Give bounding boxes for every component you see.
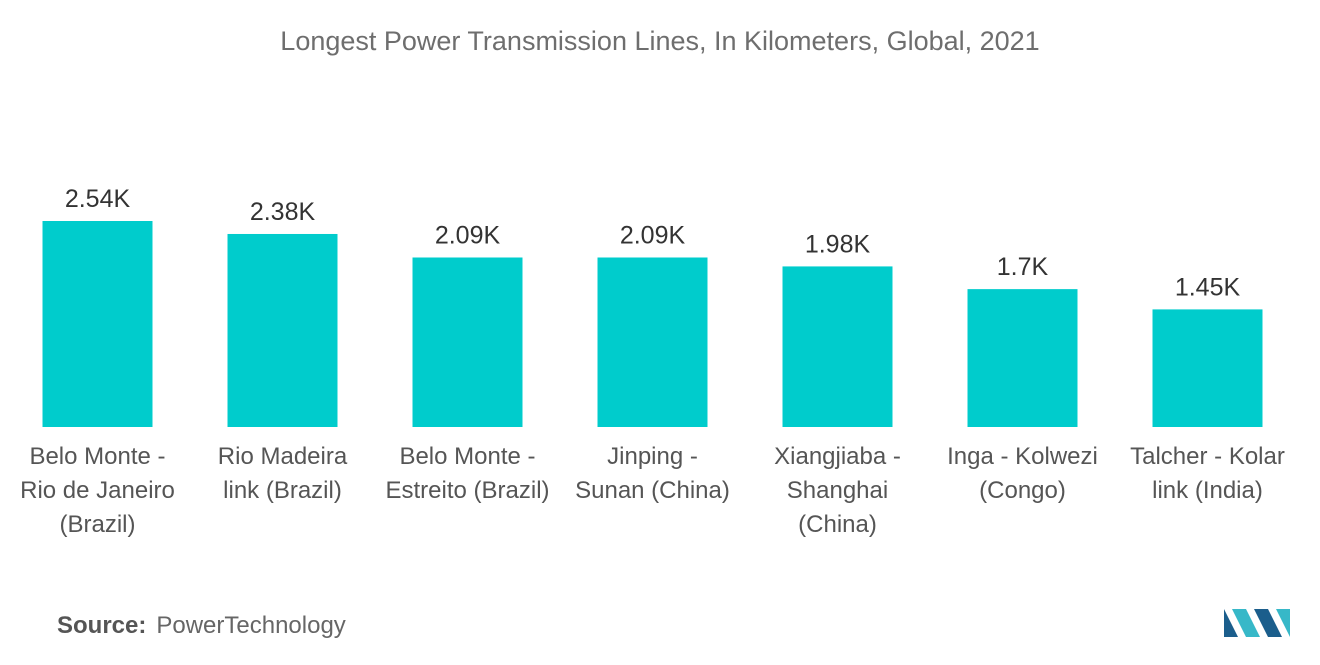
category-label-line: Inga - Kolwezi: [947, 443, 1098, 470]
data-label: 1.98K: [805, 230, 871, 258]
category-label-line: Talcher - Kolar: [1130, 443, 1285, 470]
bar: [782, 266, 893, 427]
data-label: 2.38K: [250, 198, 316, 226]
source-label: Source:: [57, 612, 147, 639]
logo-mid-shape: [1232, 609, 1260, 637]
bar: [1152, 309, 1263, 427]
logo-right-shape: [1276, 609, 1290, 637]
category-label-line: Shanghai: [787, 477, 888, 504]
bar-chart: 2.54K 2.38K 2.09K 2.09K 1.98K 1.7K 1.45K Belo …: [20, 185, 1285, 538]
category-label-line: Rio de Janeiro: [20, 477, 175, 504]
value-labels-group: 2.54K 2.38K 2.09K 2.09K 1.98K 1.7K 1.45K: [65, 185, 1241, 301]
category-label-line: link (Brazil): [223, 477, 342, 504]
category-label: Rio Madeira link (Brazil): [218, 443, 348, 504]
data-label: 2.09K: [620, 221, 686, 249]
category-label-line: Jinping -: [607, 443, 698, 470]
data-label: 2.09K: [435, 221, 501, 249]
logo-mid2-shape: [1254, 609, 1282, 637]
category-label-line: Belo Monte -: [29, 443, 165, 470]
data-label: 1.7K: [997, 253, 1049, 281]
category-label: Belo Monte - Estreito (Brazil): [385, 443, 549, 504]
category-label-line: (Congo): [979, 477, 1066, 504]
category-label-line: (China): [798, 511, 877, 538]
data-label: 2.54K: [65, 185, 131, 213]
data-label: 1.45K: [1175, 273, 1241, 301]
category-label-line: Belo Monte -: [399, 443, 535, 470]
category-labels-group: Belo Monte - Rio de Janeiro (Brazil) Rio Ma…: [20, 443, 1285, 538]
bar: [597, 257, 708, 427]
bar: [227, 233, 338, 427]
bar: [967, 289, 1078, 427]
category-label: Xiangjiaba - Shanghai (China): [774, 443, 901, 538]
chart-title: Longest Power Transmission Lines, In Kil…: [280, 26, 1040, 56]
category-label-line: Xiangjiaba -: [774, 443, 901, 470]
brand-logo-icon: [1224, 609, 1290, 637]
category-label-line: Sunan (China): [575, 477, 730, 504]
logo-left-shape: [1224, 609, 1238, 637]
source-value: PowerTechnology: [156, 612, 346, 639]
category-label-line: Rio Madeira: [218, 443, 348, 470]
category-label-line: link (India): [1152, 477, 1263, 504]
category-label-line: (Brazil): [60, 511, 136, 538]
category-label: Jinping - Sunan (China): [575, 443, 730, 504]
category-label: Talcher - Kolar link (India): [1130, 443, 1285, 504]
source-note: Source: PowerTechnology: [57, 612, 346, 640]
category-label-line: Estreito (Brazil): [385, 477, 549, 504]
category-label: Inga - Kolwezi (Congo): [947, 443, 1098, 504]
bars-group: [42, 221, 1263, 427]
bar: [412, 257, 523, 427]
bar: [42, 221, 153, 427]
category-label: Belo Monte - Rio de Janeiro (Brazil): [20, 443, 175, 538]
